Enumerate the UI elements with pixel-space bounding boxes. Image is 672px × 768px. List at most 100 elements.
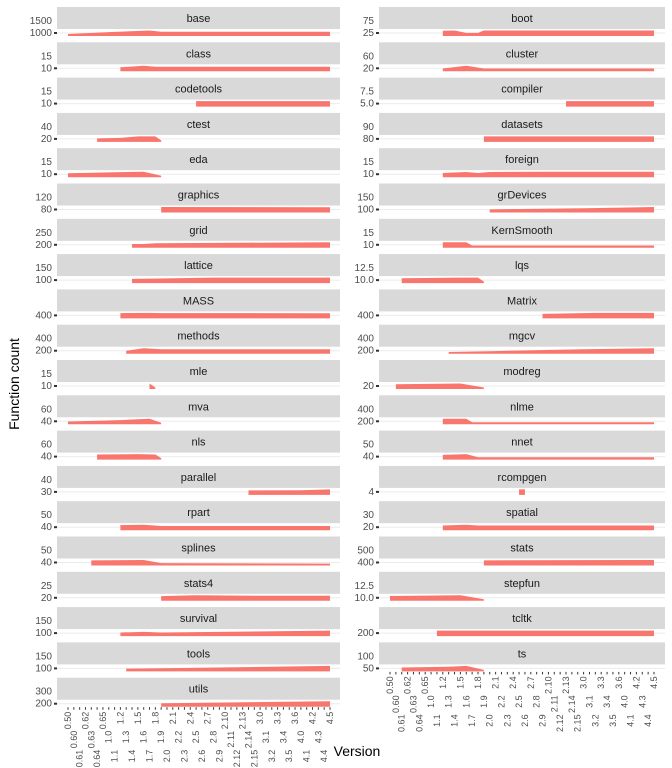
y-tick-label: 500 xyxy=(357,546,374,557)
y-tick-label: 15 xyxy=(363,228,375,239)
facet-label: ctest xyxy=(187,119,210,131)
y-tick-label: 90 xyxy=(363,122,375,133)
x-tick-label: 3.2 xyxy=(590,714,600,727)
facet-strip xyxy=(379,501,665,524)
facet-strip xyxy=(379,642,665,665)
area-modreg xyxy=(395,383,484,389)
y-tick-label: 12.5 xyxy=(355,581,375,592)
area-survival xyxy=(120,630,331,637)
x-tick-label: 4.2 xyxy=(308,712,318,725)
y-tick-label: 40 xyxy=(363,452,375,463)
area-stats4 xyxy=(161,595,330,601)
x-tick-label: 1.0 xyxy=(426,695,436,708)
x-tick-label: 1.4 xyxy=(450,714,460,727)
area-methods xyxy=(126,348,330,354)
y-tick-label: 10 xyxy=(363,240,375,251)
y-tick-label: 10 xyxy=(363,169,375,180)
facet-label: boot xyxy=(511,13,532,25)
x-tick-label: 2.11 xyxy=(549,695,559,712)
area-splines xyxy=(91,560,331,566)
facet-label: Matrix xyxy=(507,295,537,307)
facet-label: grDevices xyxy=(498,190,547,202)
x-tick-label: 2.10 xyxy=(220,712,230,730)
x-tick-label: 2.1 xyxy=(168,712,178,725)
facet-label: ts xyxy=(518,648,527,660)
x-axis-title: Version xyxy=(334,743,381,759)
facet-label: modreg xyxy=(503,366,540,378)
facet-label: mle xyxy=(190,366,208,378)
x-tick-label: 1.3 xyxy=(121,731,131,744)
y-tick-label: 100 xyxy=(357,651,374,662)
y-tick-label: 200 xyxy=(35,240,52,251)
y-tick-label: 30 xyxy=(41,487,53,498)
area-datasets xyxy=(483,136,654,142)
y-tick-label: 15 xyxy=(363,157,375,168)
facet-strip xyxy=(57,112,340,135)
facet-strip xyxy=(57,77,340,100)
x-tick-label: 1.2 xyxy=(438,676,448,689)
y-tick-label: 15 xyxy=(41,369,53,380)
x-tick-label: 2.0 xyxy=(485,714,495,727)
x-tick-label: 0.65 xyxy=(420,676,430,694)
facet-strip xyxy=(57,42,340,65)
x-tick-label: 0.65 xyxy=(98,712,108,730)
x-tick-label: 2.15 xyxy=(249,750,259,768)
x-tick-label: 2.5 xyxy=(514,695,524,708)
x-tick-label: 0.60 xyxy=(391,695,401,713)
facet-strip xyxy=(379,112,665,135)
area-KernSmooth xyxy=(442,242,654,248)
x-tick-label: 1.1 xyxy=(432,714,442,727)
y-tick-label: 100 xyxy=(35,663,52,674)
y-tick-label: 10 xyxy=(41,169,53,180)
x-tick-label: 1.8 xyxy=(473,676,483,689)
y-tick-label: 400 xyxy=(357,310,374,321)
y-tick-label: 10.0 xyxy=(355,275,375,286)
x-tick-label: 0.63 xyxy=(408,695,418,713)
area-rpart xyxy=(120,524,331,531)
x-tick-label: 2.4 xyxy=(508,676,518,689)
x-tick-label: 2.4 xyxy=(185,712,195,725)
x-tick-label: 1.9 xyxy=(156,731,166,744)
x-tick-label: 4.4 xyxy=(643,714,653,727)
area-grDevices xyxy=(489,207,654,213)
y-tick-label: 200 xyxy=(35,699,52,710)
x-tick-label: 0.64 xyxy=(92,750,102,768)
y-tick-label: 200 xyxy=(357,628,374,639)
x-tick-label: 1.0 xyxy=(104,731,114,744)
x-tick-label: 0.50 xyxy=(385,676,395,694)
facet-strip xyxy=(57,642,340,665)
x-tick-label: 2.6 xyxy=(520,714,530,727)
y-tick-label: 50 xyxy=(363,440,375,451)
facet-label: MASS xyxy=(183,295,214,307)
facet-label: tcltk xyxy=(512,613,532,625)
x-tick-label: 0.62 xyxy=(80,712,90,730)
x-tick-label: 2.15 xyxy=(573,714,583,732)
y-tick-label: 80 xyxy=(363,134,375,145)
facet-label: grid xyxy=(189,225,207,237)
facet-label: graphics xyxy=(178,190,220,202)
x-tick-label: 4.4 xyxy=(319,750,329,763)
facet-label: utils xyxy=(189,684,209,696)
y-tick-label: 300 xyxy=(35,687,52,698)
x-tick-label: 2.3 xyxy=(502,714,512,727)
y-tick-label: 200 xyxy=(357,346,374,357)
facet-label: mva xyxy=(188,401,210,413)
area-lattice xyxy=(132,277,330,284)
facet-label: nls xyxy=(191,437,206,449)
facet-strip xyxy=(57,607,340,630)
x-tick-label: 2.6 xyxy=(197,750,207,763)
y-tick-label: 50 xyxy=(363,663,375,674)
x-tick-label: 2.9 xyxy=(214,750,224,763)
y-tick-label: 60 xyxy=(41,440,53,451)
y-tick-label: 1500 xyxy=(30,16,53,27)
facet-label: survival xyxy=(180,613,217,625)
y-tick-label: 400 xyxy=(357,404,374,415)
facet-strip xyxy=(57,465,340,488)
area-mle xyxy=(149,383,156,389)
facet-label: foreign xyxy=(505,154,539,166)
x-tick-label: 4.1 xyxy=(626,714,636,727)
y-tick-label: 75 xyxy=(363,16,375,27)
x-tick-label: 3.1 xyxy=(584,695,594,708)
y-tick-label: 100 xyxy=(357,205,374,216)
